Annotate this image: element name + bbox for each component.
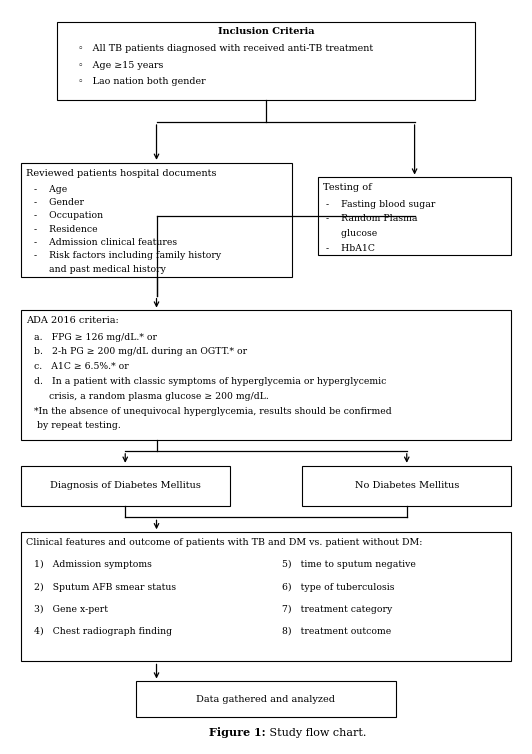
Text: -    Occupation: - Occupation	[34, 211, 103, 220]
Text: No Diabetes Mellitus: No Diabetes Mellitus	[355, 482, 459, 491]
Text: Study flow chart.: Study flow chart.	[266, 728, 367, 737]
Text: ◦   Age ≥15 years: ◦ Age ≥15 years	[78, 61, 164, 69]
Text: ◦   Lao nation both gender: ◦ Lao nation both gender	[78, 77, 206, 86]
Text: -    Risk factors including family history: - Risk factors including family history	[34, 251, 221, 260]
Bar	[21, 466, 229, 507]
Text: -    Fasting blood sugar: - Fasting blood sugar	[326, 200, 435, 209]
Text: 2)   Sputum AFB smear status: 2) Sputum AFB smear status	[34, 582, 176, 592]
Text: ◦   All TB patients diagnosed with received anti-TB treatment: ◦ All TB patients diagnosed with receive…	[78, 44, 373, 54]
Text: *In the absence of unequivocal hyperglycemia, results should be confirmed: *In the absence of unequivocal hyperglyc…	[34, 406, 392, 415]
Text: 3)   Gene x-pert: 3) Gene x-pert	[34, 605, 108, 614]
Text: -    Random Plasma: - Random Plasma	[326, 214, 418, 223]
Text: Reviewed patients hospital documents: Reviewed patients hospital documents	[26, 169, 217, 178]
Text: by repeat testing.: by repeat testing.	[34, 421, 121, 431]
Text: and past medical history: and past medical history	[34, 265, 166, 274]
Bar	[21, 532, 511, 661]
Text: 8)   treatment outcome: 8) treatment outcome	[281, 627, 391, 636]
Bar	[57, 23, 475, 100]
Bar	[21, 163, 292, 277]
Text: -    HbA1C: - HbA1C	[326, 244, 375, 253]
Text: -    Admission clinical features: - Admission clinical features	[34, 238, 177, 247]
Bar	[303, 466, 511, 507]
Text: a.   FPG ≥ 126 mg/dL.* or: a. FPG ≥ 126 mg/dL.* or	[34, 333, 157, 342]
Text: Clinical features and outcome of patients with TB and DM vs. patient without DM:: Clinical features and outcome of patient…	[26, 538, 423, 547]
Text: Diagnosis of Diabetes Mellitus: Diagnosis of Diabetes Mellitus	[50, 482, 201, 491]
Bar	[318, 177, 511, 255]
Text: -    Gender: - Gender	[34, 198, 84, 207]
Text: 7)   treatment category: 7) treatment category	[281, 605, 392, 614]
Text: 1)   Admission symptoms: 1) Admission symptoms	[34, 560, 152, 569]
Text: Inclusion Criteria: Inclusion Criteria	[218, 27, 314, 36]
Text: -    Age: - Age	[34, 185, 67, 194]
Text: ADA 2016 criteria:: ADA 2016 criteria:	[26, 317, 119, 326]
Text: 6)   type of tuberculosis: 6) type of tuberculosis	[281, 582, 394, 592]
Text: 5)   time to sputum negative: 5) time to sputum negative	[281, 560, 415, 569]
Text: b.   2-h PG ≥ 200 mg/dL during an OGTT.* or: b. 2-h PG ≥ 200 mg/dL during an OGTT.* o…	[34, 348, 247, 357]
Text: Testing of: Testing of	[323, 183, 372, 192]
Bar	[21, 311, 511, 440]
Text: crisis, a random plasma glucose ≥ 200 mg/dL.: crisis, a random plasma glucose ≥ 200 mg…	[34, 392, 269, 401]
Text: Data gathered and analyzed: Data gathered and analyzed	[196, 694, 336, 703]
Text: c.   A1C ≥ 6.5%.* or: c. A1C ≥ 6.5%.* or	[34, 362, 129, 371]
Text: -    Residence: - Residence	[34, 225, 97, 234]
Text: glucose: glucose	[326, 229, 377, 238]
Bar	[136, 682, 396, 717]
Text: 4)   Chest radiograph finding: 4) Chest radiograph finding	[34, 627, 172, 636]
Text: d.   In a patient with classic symptoms of hyperglycemia or hyperglycemic: d. In a patient with classic symptoms of…	[34, 377, 386, 386]
Text: Figure 1:: Figure 1:	[210, 727, 266, 737]
